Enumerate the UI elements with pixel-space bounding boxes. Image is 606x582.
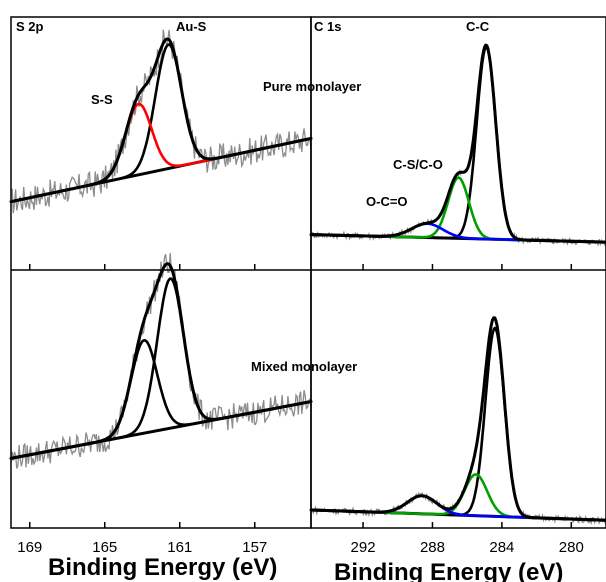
raw-spectrum-1	[310, 44, 606, 247]
tick-labels: 169 165 161 157 292 288 284 280	[17, 539, 584, 556]
component-c-c-1	[310, 45, 606, 244]
panel-2	[9, 253, 313, 528]
raw-spectrum-3	[310, 315, 606, 526]
fit-envelope-1	[310, 43, 606, 244]
panel-title-c1s: C 1s	[314, 19, 341, 34]
x-tick-label-3-284: 284	[489, 539, 514, 556]
raw-spectrum-0	[10, 29, 312, 214]
panel-0	[9, 29, 313, 270]
fit-envelope-0	[10, 37, 312, 204]
annotation-au-s: Au-S	[176, 19, 207, 34]
component-s-s-0	[10, 102, 312, 203]
component-au-s-0	[10, 43, 312, 203]
mixed-monolayer-label: Mixed monolayer	[251, 359, 357, 374]
component-peak-2	[10, 338, 312, 460]
panel-title-s2p: S 2p	[16, 19, 44, 34]
x-tick-label-3-288: 288	[420, 539, 445, 556]
x-tick-label-3-280: 280	[559, 539, 584, 556]
panel-1	[309, 43, 606, 270]
annotation-c-c: C-C	[466, 19, 490, 34]
x-tick-label-2-169: 169	[17, 539, 42, 556]
panels-layer	[9, 29, 606, 528]
fit-envelope-2	[10, 262, 312, 460]
x-tick-label-2-157: 157	[242, 539, 267, 556]
component-peak-3	[310, 326, 606, 522]
x-tick-label-2-161: 161	[167, 539, 192, 556]
fit-envelope-3	[310, 316, 606, 522]
annotation-o-c-o: O-C=O	[366, 194, 408, 209]
x-tick-label-3-292: 292	[351, 539, 376, 556]
annotation-s-s: S-S	[91, 92, 113, 107]
panel-3	[309, 315, 606, 528]
x-axis-title-right: Binding Energy (eV)	[334, 559, 563, 582]
pure-monolayer-label: Pure monolayer	[263, 79, 361, 94]
right-column-frame	[310, 16, 606, 529]
annotation-cs-co: C-S/C-O	[393, 157, 443, 172]
x-axis-title-left: Binding Energy (eV)	[48, 554, 277, 581]
x-tick-label-2-165: 165	[92, 539, 117, 556]
